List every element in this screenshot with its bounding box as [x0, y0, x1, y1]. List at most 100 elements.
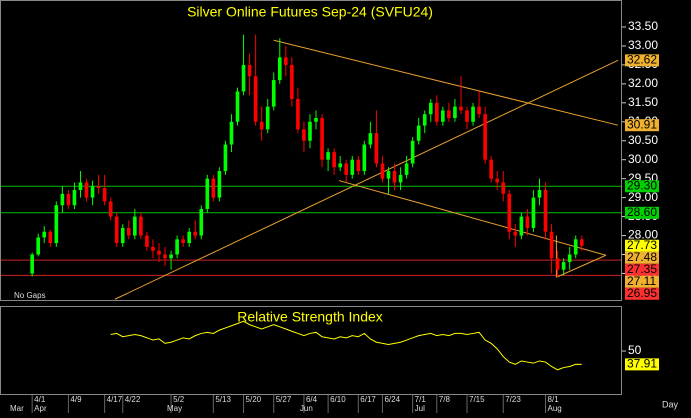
price-tag-label: 27.35 [627, 262, 657, 276]
candle-body [229, 121, 234, 145]
candle-body [392, 171, 397, 183]
candle-body [314, 117, 318, 122]
price-tag-label: 26.95 [627, 286, 657, 300]
candle-body [296, 99, 300, 130]
month-label: Jul [415, 404, 425, 413]
candle-body [326, 152, 330, 160]
candle-body [356, 159, 361, 172]
candle-body [223, 144, 228, 172]
month-label: May [167, 404, 182, 413]
month-label: Jun [300, 404, 313, 413]
candle-body [193, 231, 198, 236]
candle-body [108, 201, 113, 217]
candle-body [253, 76, 258, 122]
candle-body [483, 114, 487, 160]
y-tick-label: 29.00 [628, 190, 658, 204]
month-label: Mar [10, 404, 24, 413]
candle-body [120, 227, 125, 244]
price-tag [625, 54, 659, 67]
candle-body [90, 186, 95, 198]
price-tag-label: 30.91 [627, 117, 657, 131]
candle-body [567, 254, 572, 263]
candle-body [453, 106, 457, 118]
trendline [338, 180, 607, 256]
rsi-title: Relative Strength Index [237, 309, 383, 325]
candle-body [447, 110, 451, 118]
candle-body [163, 254, 167, 259]
candle-body [175, 239, 179, 255]
candle-body [277, 57, 282, 81]
candle-body [284, 57, 288, 65]
candle-body [96, 186, 101, 189]
candle-body [241, 64, 246, 92]
candle-body [211, 178, 216, 198]
trendline [273, 39, 619, 126]
x-tick-label: 5/2 [173, 395, 185, 404]
price-tag [625, 275, 659, 288]
gap-note: No Gaps [14, 291, 46, 300]
x-tick-label: 5/20 [246, 395, 262, 404]
candle-body [477, 106, 481, 115]
y-tick-label: 33.00 [628, 38, 658, 52]
price-tag [625, 239, 659, 252]
candle-body [573, 239, 578, 255]
candle-body [344, 163, 349, 175]
candle-body [368, 133, 373, 145]
candle-body [36, 237, 41, 255]
candle-body [561, 262, 566, 270]
y-tick-label: 30.00 [628, 152, 658, 166]
candle-body [435, 102, 439, 122]
candle-body [66, 193, 71, 206]
candle-body [151, 246, 155, 251]
candle-body [386, 171, 391, 179]
candle-body [537, 190, 542, 198]
x-tick-label: 8/1 [548, 395, 560, 404]
candle-body [410, 140, 415, 164]
trendline [114, 59, 619, 300]
candle-body [271, 80, 276, 107]
x-tick-label: 5/13 [215, 395, 231, 404]
candle-body [398, 174, 403, 183]
candle-body [145, 235, 149, 247]
price-tag [625, 251, 659, 264]
y-tick-label: 50 [628, 343, 642, 357]
candle-body [235, 91, 240, 122]
candle-body [126, 227, 131, 236]
candle-body [30, 254, 34, 274]
candle-body [549, 231, 554, 259]
y-tick-label: 31.50 [628, 95, 658, 109]
month-label: Aug [548, 404, 562, 413]
candle-body [579, 239, 584, 246]
candle-body [362, 144, 367, 172]
price-tag-label: 32.62 [627, 53, 657, 67]
rsi-panel [0, 306, 622, 395]
x-tick-label: 4/1 [34, 395, 46, 404]
x-tick-label: 7/15 [469, 395, 485, 404]
x-tick-label: 6/10 [330, 395, 346, 404]
period-label: Day [662, 399, 679, 409]
candle-body [217, 171, 222, 198]
candle-body [308, 121, 312, 141]
candle-body [157, 250, 161, 255]
candle-body [290, 64, 294, 100]
price-tag-label: 27.73 [627, 238, 657, 252]
candle-body [525, 216, 530, 228]
price-tag [625, 180, 659, 193]
candle-body [422, 114, 427, 126]
price-tag-label: 28.60 [627, 205, 657, 219]
candle-body [428, 102, 433, 115]
trendline [556, 254, 607, 278]
x-tick-label: 7/23 [505, 395, 521, 404]
price-tag [625, 287, 659, 300]
candle-body [48, 231, 53, 244]
price-tag [625, 206, 659, 219]
candle-body [133, 216, 137, 236]
candle-body [465, 110, 469, 122]
y-tick-label: 33.50 [628, 19, 658, 33]
candle-body [320, 117, 324, 160]
chart-title: Silver Online Futures Sep-24 (SVFU24) [187, 4, 433, 20]
candle-body [441, 110, 445, 122]
candle-body [332, 152, 336, 168]
candle-body [247, 64, 252, 77]
candle-body [513, 231, 518, 236]
